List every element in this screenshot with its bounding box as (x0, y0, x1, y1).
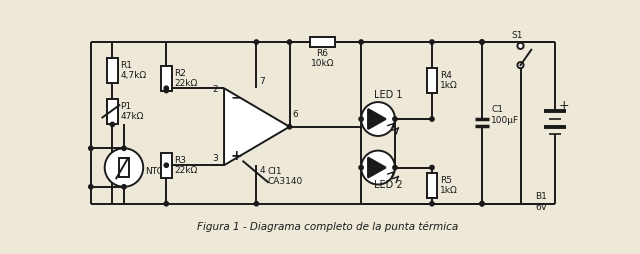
Circle shape (480, 40, 484, 44)
Circle shape (164, 88, 168, 93)
Circle shape (110, 122, 115, 126)
Circle shape (254, 202, 259, 206)
Circle shape (480, 202, 484, 206)
Circle shape (517, 43, 524, 49)
Bar (118, 158, 129, 177)
Polygon shape (224, 88, 289, 165)
Circle shape (393, 165, 397, 170)
Text: R1
4,7kΩ: R1 4,7kΩ (120, 61, 146, 80)
Text: +: + (230, 149, 242, 163)
Circle shape (287, 40, 292, 44)
Text: P1
47kΩ: P1 47kΩ (120, 102, 143, 121)
Text: B1
6V: B1 6V (535, 193, 547, 212)
Circle shape (430, 40, 434, 44)
Circle shape (254, 40, 259, 44)
Text: R3
22kΩ: R3 22kΩ (174, 155, 197, 175)
Text: R5
1kΩ: R5 1kΩ (440, 176, 458, 195)
Circle shape (105, 148, 143, 187)
Bar (310, 37, 335, 47)
Text: 4: 4 (260, 166, 266, 175)
Text: R4
1kΩ: R4 1kΩ (440, 71, 458, 90)
Text: NTC: NTC (145, 167, 163, 176)
Circle shape (517, 62, 524, 68)
Text: 2: 2 (212, 85, 218, 94)
Circle shape (430, 165, 434, 170)
Bar (427, 173, 437, 198)
Text: C1
100μF: C1 100μF (492, 105, 520, 125)
Circle shape (361, 151, 395, 184)
Text: −: − (230, 90, 242, 104)
Circle shape (164, 163, 168, 167)
Circle shape (89, 146, 93, 150)
Polygon shape (368, 157, 386, 178)
Text: R6
10kΩ: R6 10kΩ (311, 49, 334, 68)
Text: Figura 1 - Diagrama completo de la punta térmica: Figura 1 - Diagrama completo de la punta… (197, 221, 459, 232)
Circle shape (359, 117, 364, 121)
Circle shape (480, 40, 484, 44)
Bar (427, 68, 437, 93)
Circle shape (430, 117, 434, 121)
Polygon shape (368, 109, 386, 129)
Circle shape (122, 185, 126, 189)
Text: +: + (559, 99, 570, 113)
Circle shape (122, 146, 126, 150)
Bar (107, 58, 118, 83)
Circle shape (89, 185, 93, 189)
Text: 3: 3 (212, 154, 218, 163)
Text: LED 2: LED 2 (374, 180, 403, 190)
Text: 7: 7 (260, 77, 266, 86)
Circle shape (361, 102, 395, 136)
Circle shape (287, 124, 292, 129)
Circle shape (164, 202, 168, 206)
Text: R2
22kΩ: R2 22kΩ (174, 69, 197, 88)
Bar (161, 66, 172, 90)
Text: 6: 6 (292, 110, 298, 119)
Text: CI1
CA3140: CI1 CA3140 (268, 167, 303, 186)
Circle shape (164, 86, 168, 90)
Circle shape (393, 117, 397, 121)
Circle shape (480, 202, 484, 206)
Text: LED 1: LED 1 (374, 90, 403, 100)
Bar (107, 99, 118, 124)
Circle shape (359, 40, 364, 44)
Circle shape (359, 165, 364, 170)
Text: S1: S1 (511, 31, 522, 40)
Bar (161, 153, 172, 178)
Circle shape (430, 202, 434, 206)
